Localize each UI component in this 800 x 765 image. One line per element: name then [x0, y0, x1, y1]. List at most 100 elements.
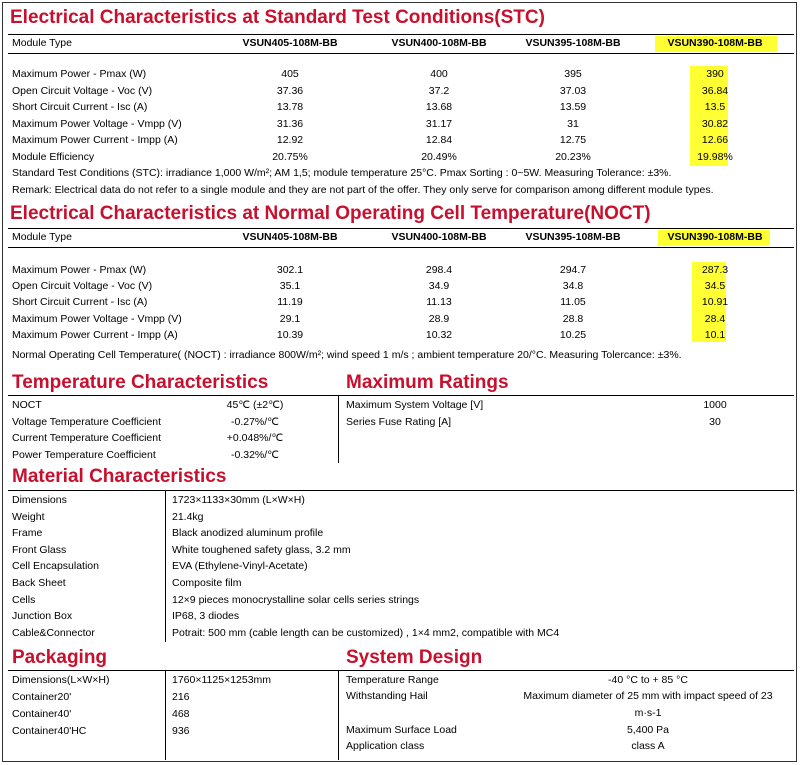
noct-row-value: 34.8 [562, 280, 584, 293]
material-row-value: Black anodized aluminum profile [172, 527, 324, 540]
material-row-value: White toughened safety glass, 3.2 mm [172, 543, 351, 556]
stc-model: VSUN405-108M-BB [242, 37, 338, 49]
packaging-row-label: Container40'HC [12, 725, 87, 737]
system-row-value: Maximum diameter of 25 mm with impact sp… [523, 690, 773, 702]
rating-row-value: 30 [709, 415, 721, 428]
noct-model: VSUN400-108M-BB [391, 231, 487, 243]
stc-row-label: Maximum Power - Pmax (W) [12, 68, 147, 80]
packaging-row-value: 1760×1125×1253mm [172, 674, 272, 686]
noct-row-label: Maximum Power Voltage - Vmpp (V) [12, 312, 182, 325]
temperature-row-label: NOCT [12, 399, 42, 411]
noct-row-label: Short Circuit Current - Isc (A) [12, 296, 148, 309]
material-row-value: IP68, 3 diodes [172, 610, 240, 623]
stc-row-value: 37.36 [276, 84, 304, 97]
noct-row-value: 34.5 [704, 280, 726, 293]
material-row-label: Dimensions [12, 494, 67, 506]
stc-row-value: 405 [281, 68, 299, 80]
stc-row-value: 390 [706, 68, 724, 80]
material-row-label: Back Sheet [12, 577, 66, 589]
stc-row-value: 13.78 [276, 101, 304, 113]
stc-row-value: 31 [567, 117, 579, 130]
noct-row-value: 35.1 [279, 280, 301, 293]
packaging-title: Packaging [12, 647, 108, 668]
material-row-label: Junction Box [12, 610, 73, 623]
rating-row-label: Maximum System Voltage [V] [346, 399, 484, 411]
packaging-row-label: Dimensions(L×W×H) [12, 674, 110, 686]
stc-row-value: 13.59 [559, 101, 587, 113]
system-row-label: Maximum Surface Load [346, 724, 457, 736]
noct-highlight-model [658, 230, 770, 246]
system-row-value: class A [631, 740, 665, 752]
stc-top-rule [8, 34, 794, 35]
noct-row-value: 10.39 [276, 328, 304, 341]
stc-model: VSUN400-108M-BB [391, 37, 487, 49]
packaging-row-label: Container20' [12, 691, 72, 703]
noct-top-rule [8, 228, 794, 229]
stc-row-value: 395 [564, 68, 582, 80]
system-row-value-cont: m·s-1 [634, 707, 662, 719]
material-row-label: Cable&Connector [12, 626, 95, 639]
material-row-label: Weight [12, 510, 45, 523]
stc-remark: Remark: Electrical data do not refer to … [12, 184, 714, 196]
stc-row-value: 12.66 [701, 134, 729, 146]
stc-row-value: 19.98% [697, 150, 733, 163]
material-row-label: Cell Encapsulation [12, 560, 99, 573]
noct-row-value: 10.1 [704, 328, 726, 341]
stc-row-value: 12.75 [559, 134, 587, 146]
material-row-label: Cells [12, 593, 36, 606]
system-row-label: Application class [346, 740, 425, 752]
system-divider [338, 670, 339, 760]
noct-row-value: 287.3 [701, 264, 729, 276]
stc-row-value: 31.36 [276, 117, 304, 130]
stc-row-value: 37.2 [428, 84, 450, 97]
stc-row-value: 20.23% [555, 150, 591, 163]
stc-row-label: Module Efficiency [12, 150, 95, 163]
material-row-value: EVA (Ethylene-Vinyl-Acetate) [172, 560, 308, 573]
noct-row-value: 29.1 [279, 312, 301, 325]
ratings-title: Maximum Ratings [346, 372, 509, 393]
noct-note: Normal Operating Cell Temperature( (NOCT… [12, 349, 682, 361]
stc-row-value: 13.68 [425, 101, 453, 113]
temperature-row-value: 45℃ (±2℃) [226, 399, 284, 411]
noct-row-value: 28.8 [562, 312, 584, 325]
noct-model: VSUN405-108M-BB [242, 231, 338, 243]
noct-row-value: 10.91 [701, 296, 729, 309]
noct-row-value: 11.13 [426, 296, 452, 309]
temperature-title: Temperature Characteristics [12, 372, 269, 393]
noct-row-value: 294.7 [559, 264, 587, 276]
temp-divider [338, 395, 339, 463]
material-divider [165, 490, 166, 642]
noct-highlight-values [692, 262, 726, 342]
stc-row-value: 20.49% [421, 150, 457, 163]
noct-model: VSUN390-108M-BB [667, 231, 763, 243]
system-row-label: Temperature Range [346, 674, 439, 686]
packaging-divider [165, 670, 166, 760]
noct-row-label: Maximum Power - Pmax (W) [12, 264, 147, 276]
packaging-row-value: 936 [172, 725, 190, 737]
stc-row-value: 400 [430, 68, 448, 80]
temperature-row-value: -0.27%/℃ [231, 415, 279, 428]
noct-row-value: 10.32 [425, 328, 453, 341]
stc-row-value: 37.03 [559, 84, 587, 97]
noct-row-value: 298.4 [425, 264, 453, 276]
noct-header-rule [8, 247, 794, 248]
system-row-value: 5,400 Pa [626, 724, 670, 736]
packaging-rule [8, 670, 794, 671]
noct-row-value: 302.1 [276, 264, 304, 276]
material-row-value: 21.4kg [172, 510, 204, 523]
noct-row-value: 28.9 [428, 312, 450, 325]
temperature-row-label: Current Temperature Coefficient [12, 432, 162, 444]
material-row-value: Composite film [172, 577, 242, 589]
system-row-value: -40 °C to + 85 °C [608, 674, 688, 686]
noct-row-value: 10.25 [559, 328, 587, 341]
packaging-row-value: 468 [172, 708, 190, 720]
stc-row-value: 12.92 [276, 134, 304, 146]
stc-row-label: Maximum Power Current - Impp (A) [12, 134, 178, 146]
material-rule [8, 490, 794, 491]
stc-row-value: 20.75% [272, 150, 308, 163]
stc-model: VSUN390-108M-BB [667, 37, 763, 49]
material-title: Material Characteristics [12, 466, 227, 487]
rating-row-value: 1000 [703, 399, 727, 411]
stc-row-label: Open Circuit Voltage - Voc (V) [12, 84, 153, 97]
stc-row-value: 13.5 [704, 101, 726, 113]
